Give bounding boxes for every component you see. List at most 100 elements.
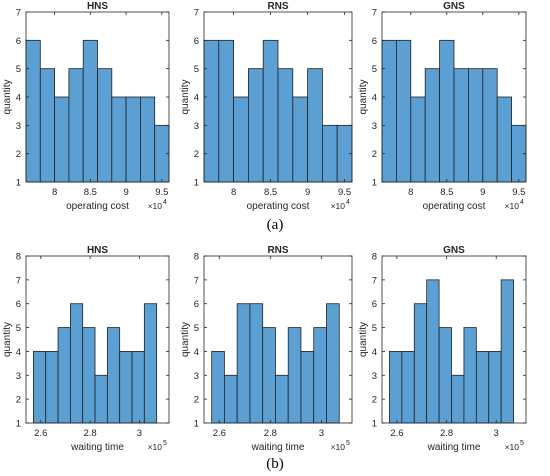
y-tick-label: 2 — [194, 395, 199, 406]
y-tick-label: 2 — [16, 149, 21, 160]
histogram-bar — [500, 279, 514, 424]
histogram-bar — [424, 68, 441, 183]
y-tick-label: 5 — [194, 64, 199, 75]
axes-frame — [203, 255, 353, 424]
histogram-bar — [97, 68, 113, 183]
y-axis-label: quantity — [2, 79, 13, 114]
chart-title: GNS — [443, 245, 465, 256]
y-tick-label: 3 — [194, 371, 199, 382]
histogram-bar — [45, 351, 59, 424]
histogram-bar — [119, 351, 133, 424]
y-tick-label: 7 — [372, 8, 377, 19]
y-tick-label: 8 — [194, 252, 199, 263]
y-tick-label: 6 — [194, 36, 199, 47]
x-tick-label: 2.6 — [213, 428, 226, 439]
y-tick-label: 3 — [194, 121, 199, 132]
y-tick-label: 7 — [16, 8, 21, 19]
histogram-bar — [131, 351, 145, 424]
y-tick-label: 2 — [372, 395, 377, 406]
y-tick-label: 7 — [194, 275, 199, 286]
histogram-bar — [106, 327, 121, 424]
histogram-bar — [410, 96, 426, 183]
axes-frame — [25, 255, 170, 424]
x-tick-label: 2.6 — [390, 428, 403, 439]
x-tick-label: 3 — [137, 428, 142, 439]
histogram-bar — [139, 96, 156, 183]
histogram-bar — [57, 327, 71, 424]
y-tick-label: 1 — [372, 419, 377, 430]
x-tick-label: 8 — [52, 187, 57, 198]
x-tick-label: 3 — [319, 428, 324, 439]
y-tick-label: 1 — [16, 419, 21, 430]
histogram-bar — [426, 279, 440, 424]
histogram-bar — [218, 39, 235, 183]
histogram-bar — [313, 327, 327, 424]
x-tick-label: 9 — [480, 187, 485, 198]
y-tick-label: 3 — [372, 371, 377, 382]
x-tick-label: 8.5 — [264, 187, 277, 198]
histogram-bar — [395, 39, 412, 183]
y-tick-label: 2 — [372, 149, 377, 160]
y-tick-label: 7 — [372, 275, 377, 286]
histogram-bar — [307, 68, 323, 183]
x-axis-multiplier: ×10 — [148, 442, 163, 452]
y-tick-label: 8 — [372, 252, 377, 263]
histogram-bar — [125, 96, 141, 183]
chart-title: RNS — [267, 245, 288, 256]
histogram-bar — [488, 351, 502, 424]
x-axis-label: waiting time — [251, 442, 305, 453]
y-tick-label: 1 — [16, 178, 21, 189]
chart-title: RNS — [267, 1, 288, 12]
y-tick-label: 6 — [16, 299, 21, 310]
x-axis-multiplier-exponent: 5 — [163, 440, 167, 447]
x-axis-multiplier: ×10 — [331, 201, 346, 211]
histogram-bar — [54, 96, 70, 183]
histogram-bar — [111, 96, 127, 183]
histogram-bar — [39, 68, 55, 183]
histogram-bar — [321, 124, 338, 183]
histogram-bar — [277, 68, 294, 183]
histogram-bar — [203, 39, 220, 183]
chart-title: GNS — [443, 1, 465, 12]
histogram-bar — [275, 374, 289, 424]
y-tick-label: 4 — [194, 347, 199, 358]
x-axis-label: waiting time — [70, 442, 124, 453]
histogram-bar — [262, 327, 276, 424]
x-axis-multiplier-exponent: 4 — [163, 199, 167, 206]
histogram-bar — [389, 351, 403, 424]
histogram-bar — [249, 303, 264, 424]
chart-title: HNS — [87, 1, 108, 12]
x-axis-multiplier: ×10 — [331, 442, 346, 452]
x-tick-label: 9.5 — [338, 187, 351, 198]
histogram-bar — [143, 303, 158, 424]
y-axis-label: quantity — [358, 322, 369, 357]
y-tick-label: 4 — [194, 93, 199, 104]
x-axis-multiplier-exponent: 4 — [520, 199, 524, 206]
histogram-bar — [467, 68, 484, 183]
histogram-bar — [438, 327, 452, 424]
y-tick-label: 6 — [194, 299, 199, 310]
histogram-bar — [292, 96, 308, 183]
histogram-bar — [413, 303, 428, 424]
histogram-bar — [94, 374, 108, 424]
histogram-bar — [381, 39, 397, 183]
y-axis-label: quantity — [358, 79, 369, 114]
y-axis-label: quantity — [180, 322, 191, 357]
histogram-bar — [287, 327, 302, 424]
y-tick-label: 7 — [194, 8, 199, 19]
y-tick-label: 5 — [372, 323, 377, 334]
histogram-bar — [211, 351, 225, 424]
x-tick-label: 2.6 — [34, 428, 47, 439]
histogram-bar — [224, 374, 238, 424]
histogram-bar — [496, 96, 513, 183]
histogram-bar — [262, 39, 279, 183]
histogram-bar — [25, 39, 41, 183]
x-tick-label: 8.5 — [440, 187, 453, 198]
histogram-bar — [82, 39, 98, 183]
histogram-bar — [451, 374, 465, 424]
y-tick-label: 2 — [16, 395, 21, 406]
histogram-bar — [482, 68, 498, 183]
y-tick-label: 5 — [16, 64, 21, 75]
histogram-bar — [463, 327, 477, 424]
